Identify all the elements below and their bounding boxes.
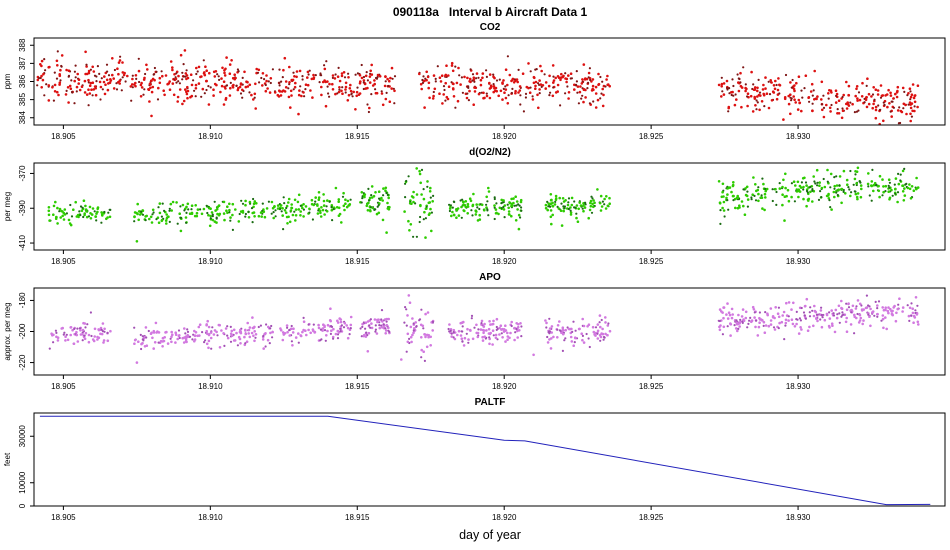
svg-text:18.910: 18.910 <box>198 132 223 141</box>
svg-text:18.905: 18.905 <box>51 382 76 391</box>
svg-text:18.905: 18.905 <box>51 132 76 141</box>
svg-text:18.920: 18.920 <box>492 257 517 266</box>
x-axis-title: day of year <box>459 528 521 542</box>
figure-title: 090118a Interval b Aircraft Data 1 <box>392 5 588 19</box>
svg-text:384: 384 <box>18 111 27 125</box>
svg-text:388: 388 <box>18 38 27 52</box>
svg-text:18.930: 18.930 <box>786 132 811 141</box>
svg-text:-370: -370 <box>18 165 27 182</box>
svg-text:approx. per meg: approx. per meg <box>3 302 12 360</box>
svg-text:-220: -220 <box>18 354 27 371</box>
panel-o2n2: d(O2/N2) 18.905 18.910 18.915 18.920 18.925 1… <box>0 147 950 272</box>
svg-text:18.930: 18.930 <box>786 382 811 391</box>
svg-text:18.930: 18.930 <box>786 257 811 266</box>
svg-text:18.920: 18.920 <box>492 132 517 141</box>
svg-text:0: 0 <box>18 503 27 508</box>
svg-text:18.915: 18.915 <box>345 513 370 522</box>
paltf-line-plot: 18.905 18.910 18.915 18.920 18.925 18.930 0 100… <box>3 412 946 522</box>
svg-text:18.920: 18.920 <box>492 382 517 391</box>
svg-text:feet: feet <box>3 452 12 466</box>
svg-text:30000: 30000 <box>18 425 27 448</box>
svg-text:-390: -390 <box>18 200 27 217</box>
svg-text:per meg: per meg <box>3 192 12 221</box>
svg-text:18.910: 18.910 <box>198 257 223 266</box>
svg-text:10000: 10000 <box>18 471 27 494</box>
svg-text:18.920: 18.920 <box>492 513 517 522</box>
svg-text:-200: -200 <box>18 323 27 340</box>
svg-text:18.925: 18.925 <box>639 132 664 141</box>
panel-apo-title: APO <box>479 272 501 283</box>
svg-text:-180: -180 <box>18 292 27 309</box>
svg-text:386: 386 <box>18 74 27 88</box>
svg-text:18.915: 18.915 <box>345 382 370 391</box>
svg-text:18.910: 18.910 <box>198 513 223 522</box>
svg-text:18.910: 18.910 <box>198 382 223 391</box>
panel-apo: APO 18.905 18.910 18.915 18.920 18.925 18.930… <box>0 272 950 397</box>
apo-scatter-plot: 18.905 18.910 18.915 18.920 18.925 18.930 -180… <box>3 287 946 391</box>
svg-text:387: 387 <box>18 56 27 70</box>
o2n2-scatter-plot: 18.905 18.910 18.915 18.920 18.925 18.930 -370… <box>3 162 946 266</box>
svg-text:18.925: 18.925 <box>639 513 664 522</box>
svg-text:18.905: 18.905 <box>51 257 76 266</box>
panel-o2n2-title: d(O2/N2) <box>469 147 511 158</box>
co2-scatter-plot: 18.905 18.910 18.915 18.920 18.925 18.930 384 3… <box>3 37 946 141</box>
svg-text:18.915: 18.915 <box>345 257 370 266</box>
svg-text:18.915: 18.915 <box>345 132 370 141</box>
panel-co2: CO2 18.905 18.910 18.915 18.920 18.925 18.930… <box>0 22 950 147</box>
panel-co2-title: CO2 <box>479 22 501 33</box>
svg-text:18.905: 18.905 <box>51 513 76 522</box>
svg-text:-410: -410 <box>18 234 27 251</box>
svg-text:18.925: 18.925 <box>639 382 664 391</box>
svg-text:18.925: 18.925 <box>639 257 664 266</box>
panel-paltf-title: PALTF <box>474 397 506 408</box>
svg-text:18.930: 18.930 <box>786 513 811 522</box>
svg-text:385: 385 <box>18 92 27 106</box>
svg-text:ppm: ppm <box>3 73 12 89</box>
panel-paltf: PALTF 18.905 18.910 18.915 18.920 18.925 18.9… <box>0 397 950 528</box>
